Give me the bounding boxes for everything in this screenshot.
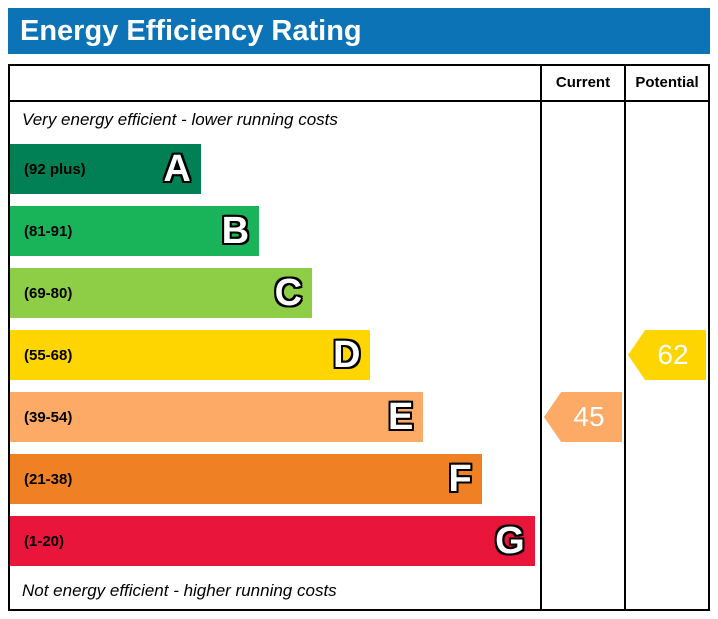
band-range-label: (92 plus)	[24, 160, 86, 178]
band-range-label: (39-54)	[24, 408, 73, 426]
band-a: (92 plus) A	[10, 138, 540, 200]
band-b: (81-91) B	[10, 200, 540, 262]
band-c-bar: (69-80) C	[10, 268, 313, 318]
table-header-row: Current Potential	[10, 66, 708, 102]
table-body: Very energy efficient - lower running co…	[10, 102, 708, 609]
potential-column: 62	[624, 102, 708, 609]
band-d: (55-68) D	[10, 324, 540, 386]
band-letter: A	[163, 148, 191, 190]
current-rating-arrow: 45	[544, 392, 622, 442]
page-title: Energy Efficiency Rating	[8, 8, 710, 54]
band-range-label: (81-91)	[24, 222, 73, 240]
band-range-label: (55-68)	[24, 346, 73, 364]
bottom-note: Not energy efficient - higher running co…	[22, 581, 337, 600]
potential-column-header: Potential	[624, 66, 708, 100]
band-letter: E	[388, 396, 414, 438]
band-range-label: (21-38)	[24, 470, 73, 488]
band-d-bar: (55-68) D	[10, 330, 371, 380]
band-f: (21-38) F	[10, 448, 540, 510]
current-column: 45	[540, 102, 624, 609]
bands-column: Very energy efficient - lower running co…	[10, 102, 540, 609]
band-f-bar: (21-38) F	[10, 454, 482, 504]
band-c: (69-80) C	[10, 262, 540, 324]
band-g: (1-20) G	[10, 510, 540, 572]
band-e-bar: (39-54) E	[10, 392, 424, 442]
band-g-bar: (1-20) G	[10, 516, 535, 566]
band-b-bar: (81-91) B	[10, 206, 260, 256]
band-letter: G	[495, 520, 525, 562]
current-column-header: Current	[540, 66, 624, 100]
band-range-label: (69-80)	[24, 284, 73, 302]
header-spacer	[10, 66, 540, 100]
band-letter: F	[448, 458, 472, 500]
potential-rating-arrow: 62	[628, 330, 706, 380]
band-letter: B	[221, 210, 250, 252]
rating-table: Current Potential Very energy efficient …	[8, 64, 710, 611]
band-letter: D	[332, 334, 361, 376]
band-range-label: (1-20)	[24, 532, 65, 550]
current-rating-value: 45	[573, 401, 605, 432]
potential-rating-value: 62	[657, 339, 689, 370]
band-e: (39-54) E	[10, 386, 540, 448]
band-letter: C	[274, 272, 303, 314]
top-note: Very energy efficient - lower running co…	[22, 110, 338, 129]
band-a-bar: (92 plus) A	[10, 144, 201, 194]
